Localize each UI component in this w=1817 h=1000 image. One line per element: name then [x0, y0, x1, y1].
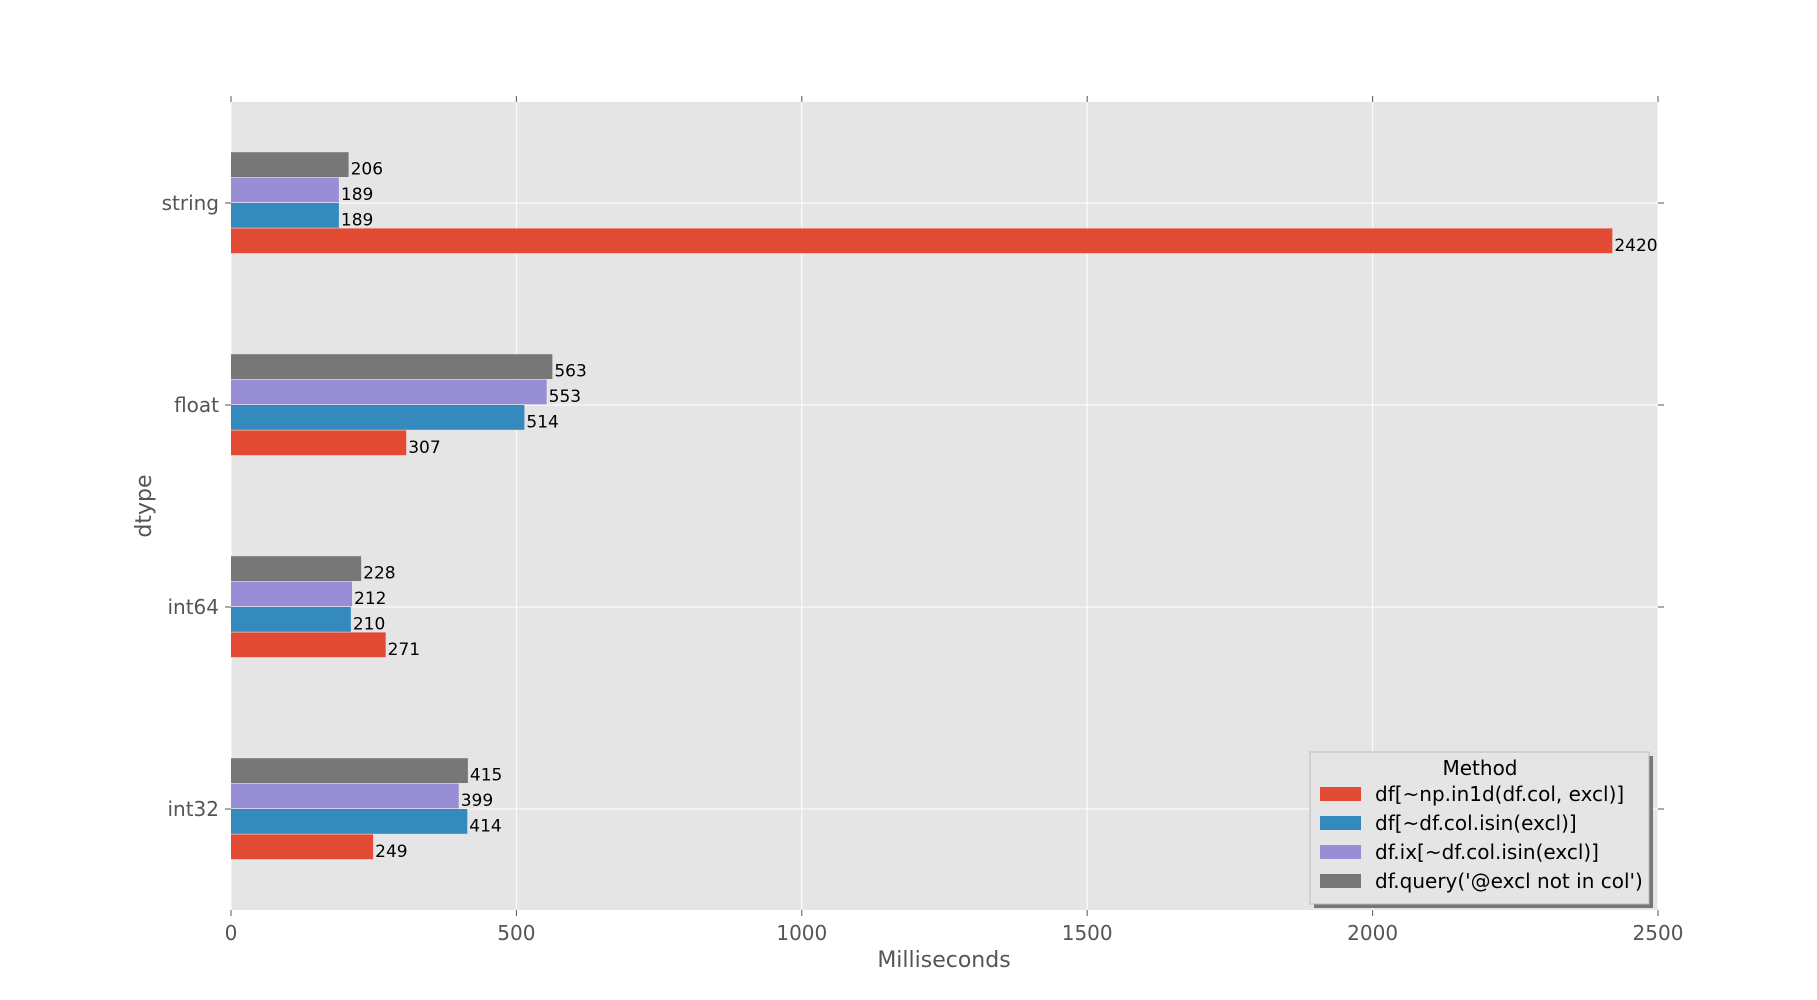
bar [231, 228, 1613, 254]
bar [231, 607, 351, 632]
bar-value-label: 553 [549, 387, 581, 407]
legend-label: df[~np.in1d(df.col, excl)] [1375, 782, 1624, 806]
legend-label: df.ix[~df.col.isin(excl)] [1375, 840, 1599, 864]
bar-value-label: 2420 [1614, 236, 1657, 256]
axis-ticks: 0 500 1000 1500 2000 2500 int32 int64 float strin… [162, 96, 1684, 945]
y-tick-label: string [162, 191, 219, 215]
bar [231, 834, 374, 860]
y-tick-label: int32 [167, 797, 219, 821]
bar-value-label: 189 [341, 210, 373, 230]
bar [231, 405, 525, 430]
bar-value-label: 206 [351, 160, 383, 180]
bar-value-label: 210 [353, 614, 385, 634]
x-tick-label: 1000 [776, 921, 827, 945]
legend-title: Method [1442, 756, 1517, 780]
y-tick-label: int64 [167, 595, 219, 619]
bar [231, 430, 407, 456]
x-tick-label: 2500 [1633, 921, 1684, 945]
legend: Method df[~np.in1d(df.col, excl)] df[~df.… [1309, 751, 1653, 908]
bar [231, 203, 339, 228]
bar [231, 632, 386, 658]
y-tick-label: float [174, 393, 219, 417]
legend-label: df.query('@excl not in col') [1375, 869, 1643, 893]
data-labels: 249 271 307 2420 414 210 514 189 399 212 553 189 415… [341, 160, 1658, 862]
bar-value-label: 228 [363, 564, 395, 584]
bar-value-label: 271 [388, 640, 420, 660]
bar-value-label: 212 [354, 589, 386, 609]
bar-value-label: 415 [470, 766, 502, 786]
bar-value-label: 514 [526, 412, 558, 432]
bar-value-label: 307 [408, 438, 440, 458]
bar [231, 581, 353, 607]
bar [231, 556, 362, 581]
legend-label: df[~df.col.isin(excl)] [1375, 811, 1577, 835]
x-tick-label: 0 [225, 921, 238, 945]
bar-value-label: 399 [461, 791, 493, 811]
x-tick-label: 500 [497, 921, 535, 945]
bar [231, 152, 349, 177]
bar [231, 809, 468, 834]
x-tick-label: 2000 [1347, 921, 1398, 945]
bars [231, 152, 1613, 860]
legend-swatch [1320, 816, 1361, 830]
y-axis-title: dtype [132, 474, 157, 537]
legend-items: df[~np.in1d(df.col, excl)] df[~df.col.isi… [1320, 782, 1643, 893]
bar-value-label: 189 [341, 185, 373, 205]
legend-box [1309, 751, 1650, 905]
bar [231, 177, 339, 203]
legend-swatch [1320, 787, 1361, 801]
bar-value-label: 249 [375, 842, 407, 862]
bar-value-label: 414 [469, 816, 501, 836]
bar [231, 758, 468, 783]
bar [231, 783, 459, 809]
legend-swatch [1320, 874, 1361, 888]
legend-swatch [1320, 845, 1361, 859]
x-axis-title: Milliseconds [877, 948, 1010, 973]
bar-value-label: 563 [554, 362, 586, 382]
x-tick-label: 1500 [1062, 921, 1113, 945]
bar [231, 379, 547, 405]
bar [231, 354, 553, 379]
